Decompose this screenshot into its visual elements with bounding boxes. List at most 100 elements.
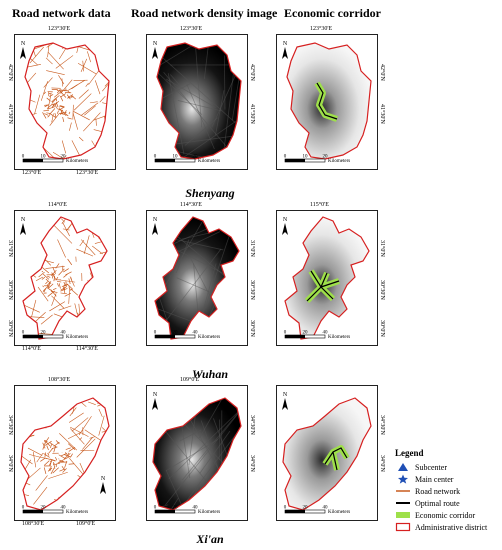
road-segment [45, 398, 55, 405]
road-segment [47, 275, 51, 278]
road-segment [46, 43, 65, 48]
road-segment [92, 389, 109, 392]
north-arrow-icon [152, 223, 158, 235]
road-segment [71, 288, 73, 290]
road-segment [28, 386, 37, 390]
scale-tick-label: 40 [323, 331, 329, 336]
density-streak [165, 248, 222, 321]
line-icon [395, 486, 411, 496]
scale-tick-label: 20 [61, 155, 67, 160]
density-streak [170, 74, 180, 86]
road-segment [48, 468, 50, 470]
density-streak [234, 230, 239, 295]
lat-tick-label: 30°30'N [7, 280, 13, 300]
road-segment [49, 94, 54, 97]
north-label: N [153, 41, 158, 47]
road-segment [109, 316, 115, 332]
lat-tick-label: 34°30'N [249, 415, 255, 435]
road-segment [46, 287, 55, 293]
road-segment [23, 309, 25, 325]
lat-tick-label: 42°0'N [7, 64, 13, 81]
lat-tick-label: 30°30'N [379, 280, 385, 300]
road-segment [87, 51, 91, 63]
scale-tick-label: 0 [284, 155, 287, 160]
road-segment [70, 453, 73, 458]
road-segment [51, 103, 55, 109]
road-segment [57, 460, 65, 464]
bottom-tick-label: 109°0'E [76, 521, 96, 527]
road-segment [21, 470, 23, 488]
road-segment [31, 134, 34, 147]
triangle-icon [395, 462, 411, 472]
road-segment [49, 442, 57, 448]
map-panel: N 0 20 40 Kilometers [14, 210, 116, 346]
administrative-boundary [282, 397, 372, 511]
road-segment [98, 415, 105, 436]
road-segment [104, 79, 109, 87]
map-panel: N 0 10 20 Kilometers [14, 34, 116, 170]
road-segment [42, 112, 47, 119]
road-segment [76, 248, 94, 257]
legend-label: Subcenter [415, 462, 447, 472]
road-segment [58, 283, 61, 289]
road-segment [42, 442, 46, 449]
road-segment [72, 104, 74, 120]
road-segment [70, 428, 85, 445]
road-segment [88, 155, 92, 159]
road-segment [15, 492, 18, 510]
scale-tick-label: 40 [61, 331, 67, 336]
map-panel: N 0 10 20 Kilometers [146, 34, 248, 170]
scale-tick-label: 0 [22, 506, 25, 511]
road-segment [21, 455, 33, 465]
road-segment [36, 452, 44, 463]
density-streak [225, 293, 239, 317]
road-segment [29, 316, 45, 318]
lat-tick-label: 31°0'N [7, 240, 13, 257]
scale-tick-label: 0 [284, 506, 287, 511]
road-segment [44, 284, 50, 290]
road-segment [15, 35, 16, 37]
road-segment [25, 72, 37, 90]
north-label: N [21, 217, 26, 223]
north-arrow-icon [152, 398, 158, 410]
north-arrow: N [100, 476, 106, 494]
legend-item-subcenter: Subcenter [395, 461, 501, 473]
scale-tick-label: 10 [173, 155, 179, 160]
road-segment [68, 278, 71, 285]
scale-tick-label: 0 [154, 155, 157, 160]
road-segment [67, 258, 73, 266]
scale-tick-label: 40 [61, 506, 67, 511]
density-streak [183, 423, 241, 505]
density-streak [226, 282, 239, 330]
legend-label: Main center [415, 474, 454, 484]
road-segment [55, 456, 58, 461]
road-segment [67, 117, 72, 120]
road-segment [68, 412, 84, 423]
bottom-tick-label: 108°30'E [22, 521, 45, 527]
road-segment [25, 64, 41, 69]
road-segment [76, 438, 96, 458]
scale-tick-label: 0 [154, 506, 157, 511]
scale-unit-label: Kilometers [328, 159, 350, 164]
road-segment [78, 303, 81, 321]
road-segment [35, 276, 44, 282]
road-segment [25, 122, 36, 134]
road-segment [112, 51, 115, 66]
scale-unit-label: Kilometers [198, 159, 220, 164]
north-label: N [101, 476, 106, 482]
road-segment [35, 333, 55, 335]
road-segment [48, 471, 68, 479]
road-segment [58, 43, 72, 60]
road-segment [25, 145, 28, 155]
road-segment [25, 518, 42, 520]
road-segment [95, 464, 100, 481]
road-segment [44, 437, 50, 444]
road-segment [106, 139, 109, 148]
density-streak [182, 413, 238, 481]
road-segment [59, 468, 66, 472]
lat-tick-label: 42°0'N [379, 64, 385, 81]
